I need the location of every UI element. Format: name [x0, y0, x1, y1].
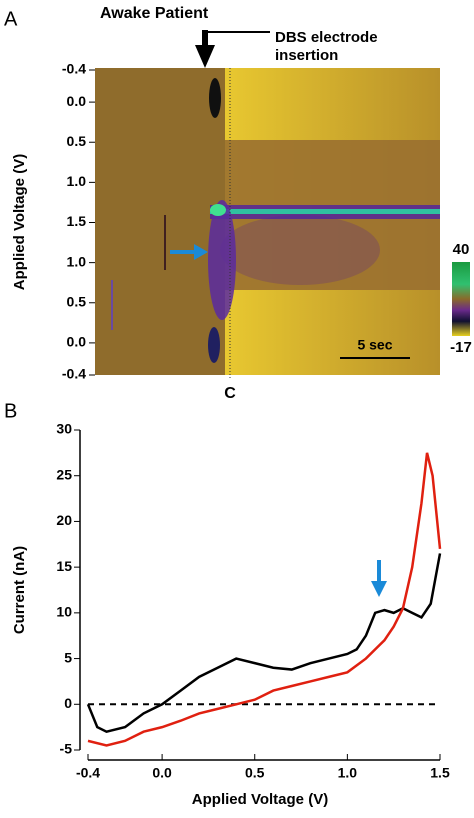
panel-label: B [4, 400, 17, 422]
y-tick-label: -0.4 [62, 366, 86, 382]
y-tick-label: 1.0 [67, 173, 87, 189]
x-tick-label: 1.5 [430, 765, 450, 781]
y-tick-label: 10 [56, 604, 72, 620]
y-tick-label: -0.4 [62, 61, 86, 77]
x-tick-label: -0.4 [76, 765, 100, 781]
x-tick-label: 0.0 [152, 765, 172, 781]
annotation: Awake Patient [100, 5, 209, 22]
colorbar-label: -17 [450, 339, 472, 356]
panel-label: A [4, 8, 18, 30]
arrow [371, 560, 387, 597]
y-tick-label: 0.0 [67, 334, 87, 350]
x-axis-label: Applied Voltage (V) [192, 791, 328, 808]
y-tick-label: 5 [64, 649, 72, 665]
x-tick-label: 1.0 [338, 765, 358, 781]
y-tick-label: 0.5 [67, 133, 87, 149]
x-tick-label: 0.5 [245, 765, 265, 781]
y-tick-label: 30 [56, 421, 72, 437]
y-tick-label: -5 [60, 741, 73, 757]
colorbar-label: 40 [453, 241, 470, 258]
y-tick-label: 15 [56, 558, 72, 574]
y-axis-label: Current (nA) [11, 546, 28, 634]
series-line [87, 452, 442, 747]
annotation: insertion [275, 47, 338, 64]
y-tick-label: 20 [56, 512, 72, 528]
y-tick-label: 0.0 [67, 93, 87, 109]
time-marker: C [224, 385, 236, 402]
annotation: DBS electrode [275, 29, 378, 46]
scale-label: 5 sec [357, 337, 392, 353]
y-tick-label: 0 [64, 695, 72, 711]
y-tick-label: 1.5 [67, 213, 87, 229]
colorplot-image [95, 30, 470, 380]
y-tick-label: 1.0 [67, 253, 87, 269]
y-tick-label: 0.5 [67, 293, 87, 309]
y-axis-label: Applied Voltage (V) [11, 154, 28, 290]
y-tick-label: 25 [56, 466, 72, 482]
